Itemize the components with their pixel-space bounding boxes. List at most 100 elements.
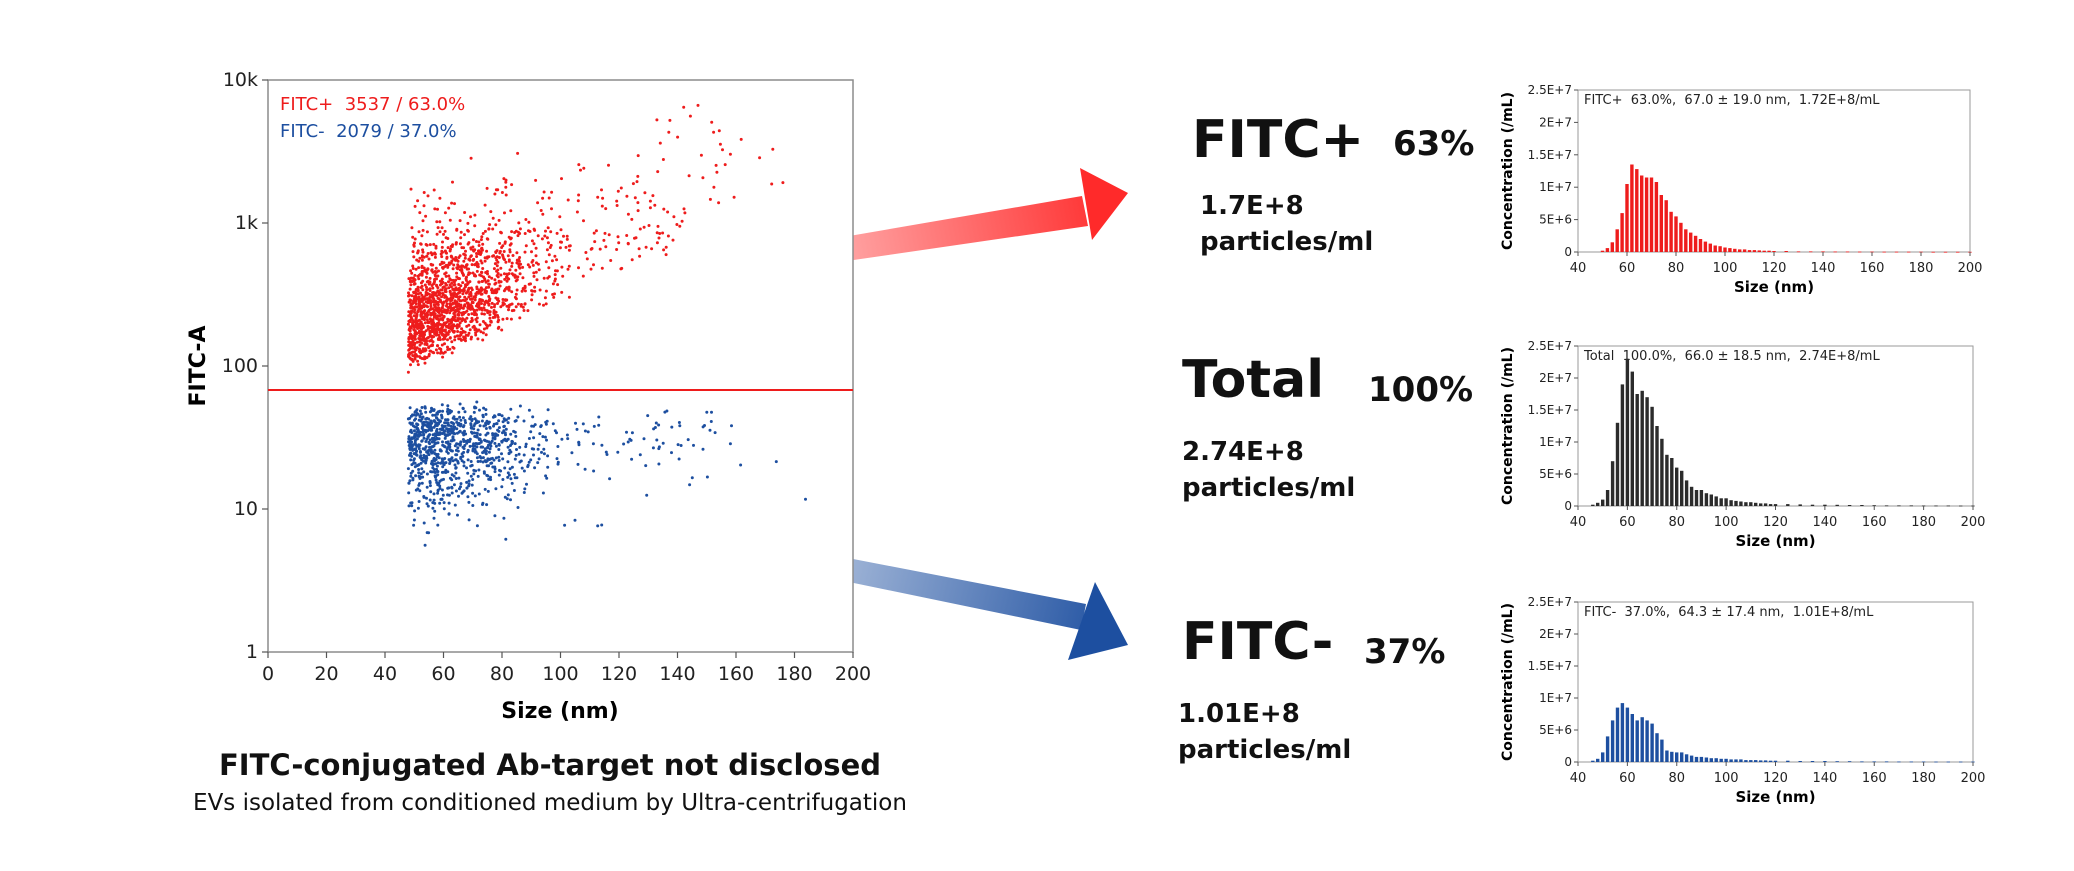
group-name-fitc-neg: FITC-: [1182, 612, 1334, 672]
fitc-pos-point: [454, 319, 458, 323]
fitc-pos-point: [523, 232, 527, 235]
histogram-bar: [1675, 467, 1679, 506]
fitc-neg-point: [449, 457, 453, 461]
fitc-pos-point: [728, 152, 732, 156]
fitc-neg-point: [479, 456, 483, 459]
fitc-neg-point: [688, 483, 692, 487]
histogram-bar: [1835, 504, 1839, 506]
fitc-pos-point: [510, 261, 514, 265]
histogram-y-label: Concentration (/mL): [1500, 603, 1516, 761]
fitc-pos-point: [417, 230, 421, 234]
fitc-pos-point: [457, 302, 461, 306]
fitc-neg-point: [537, 443, 541, 447]
fitc-pos-point: [409, 345, 413, 349]
fitc-pos-point: [516, 275, 520, 279]
fitc-pos-point: [596, 195, 600, 199]
fitc-pos-point: [555, 231, 559, 235]
histogram-bar: [1821, 251, 1825, 253]
fitc-pos-point: [450, 245, 454, 248]
fitc-pos-point: [407, 352, 411, 355]
fitc-neg-point: [498, 413, 502, 417]
fitc-pos-point: [480, 312, 484, 316]
fitc-pos-point: [469, 215, 472, 219]
fitc-pos-point: [436, 351, 440, 355]
fitc-pos-point: [467, 241, 471, 245]
fitc-neg-point: [436, 441, 440, 445]
fitc-neg-point: [518, 404, 522, 408]
fitc-pos-point: [468, 328, 472, 332]
fitc-neg-point: [471, 478, 475, 481]
histogram-bar: [1709, 758, 1713, 762]
x-tick-label: 200: [1961, 771, 1986, 786]
fitc-neg-point: [458, 402, 462, 406]
fitc-pos-point: [429, 319, 433, 323]
fitc-pos-point: [474, 312, 478, 316]
histogram-y-label: Concentration (/mL): [1500, 92, 1516, 250]
fitc-pos-point: [503, 241, 507, 245]
fitc-pos-point: [474, 262, 478, 266]
fitc-neg-point: [556, 462, 560, 466]
fitc-neg-point: [440, 428, 444, 432]
fitc-pos-point: [433, 323, 437, 326]
fitc-pos-point: [483, 321, 487, 325]
fitc-neg-point: [543, 435, 547, 439]
fitc-neg-point: [444, 418, 447, 422]
fitc-neg-point: [473, 494, 477, 498]
histogram-bar: [1684, 754, 1689, 762]
fitc-neg-point: [474, 469, 478, 473]
fitc-neg-point: [537, 457, 541, 461]
fitc-pos-point: [648, 199, 652, 203]
fitc-pos-point: [567, 244, 571, 248]
fitc-pos-point: [430, 293, 434, 297]
histogram-bar: [1699, 490, 1704, 506]
fitc-pos-point: [451, 267, 455, 271]
fitc-neg-point: [406, 467, 410, 471]
fitc-neg-point: [513, 442, 517, 446]
fitc-pos-point: [443, 350, 447, 354]
fitc-pos-point: [493, 192, 497, 196]
histogram-bar: [1665, 750, 1669, 762]
fitc-pos-point: [496, 260, 500, 264]
fitc-pos-point: [428, 317, 432, 321]
fitc-neg-point: [496, 433, 500, 437]
fitc-neg-point: [481, 415, 485, 419]
fitc-neg-point: [455, 417, 459, 421]
y-tick-label: 0: [1564, 499, 1572, 513]
fitc-pos-point: [441, 333, 444, 337]
fitc-pos-point: [443, 310, 447, 314]
fitc-neg-point: [462, 440, 466, 443]
fitc-pos-point: [550, 207, 553, 211]
fitc-pos-point: [458, 305, 462, 309]
fitc-neg-point: [485, 464, 489, 468]
fitc-pos-point: [416, 285, 420, 289]
fitc-pos-point: [500, 191, 504, 194]
fitc-neg-point: [625, 430, 628, 434]
fitc-pos-point: [415, 340, 419, 344]
fitc-pos-point: [421, 333, 425, 337]
fitc-neg-point: [420, 467, 424, 471]
fitc-neg-point: [481, 460, 485, 464]
histogram-bar: [1909, 505, 1913, 507]
fitc-pos-point: [422, 255, 426, 259]
fitc-pos-point: [449, 261, 453, 265]
fitc-neg-point: [453, 503, 457, 507]
fitc-pos-point: [739, 137, 743, 141]
fitc-neg-point: [462, 460, 466, 464]
fitc-neg-point: [527, 437, 531, 440]
fitc-pos-point: [434, 299, 437, 303]
fitc-pos-point: [530, 239, 534, 243]
fitc-neg-point: [426, 504, 430, 508]
fitc-neg-point: [529, 430, 533, 434]
fitc-pos-point: [638, 227, 642, 231]
fitc-pos-point: [425, 288, 429, 292]
fitc-pos-point: [419, 310, 423, 313]
fitc-pos-point: [534, 178, 538, 182]
fitc-neg-point: [409, 458, 413, 462]
fitc-neg-point: [415, 431, 419, 434]
fitc-pos-point: [431, 344, 434, 347]
fitc-pos-point: [452, 346, 456, 350]
fitc-pos-point: [718, 142, 722, 146]
fitc-pos-point: [593, 240, 597, 244]
fitc-pos-point: [457, 323, 461, 327]
fitc-pos-point: [487, 295, 491, 298]
